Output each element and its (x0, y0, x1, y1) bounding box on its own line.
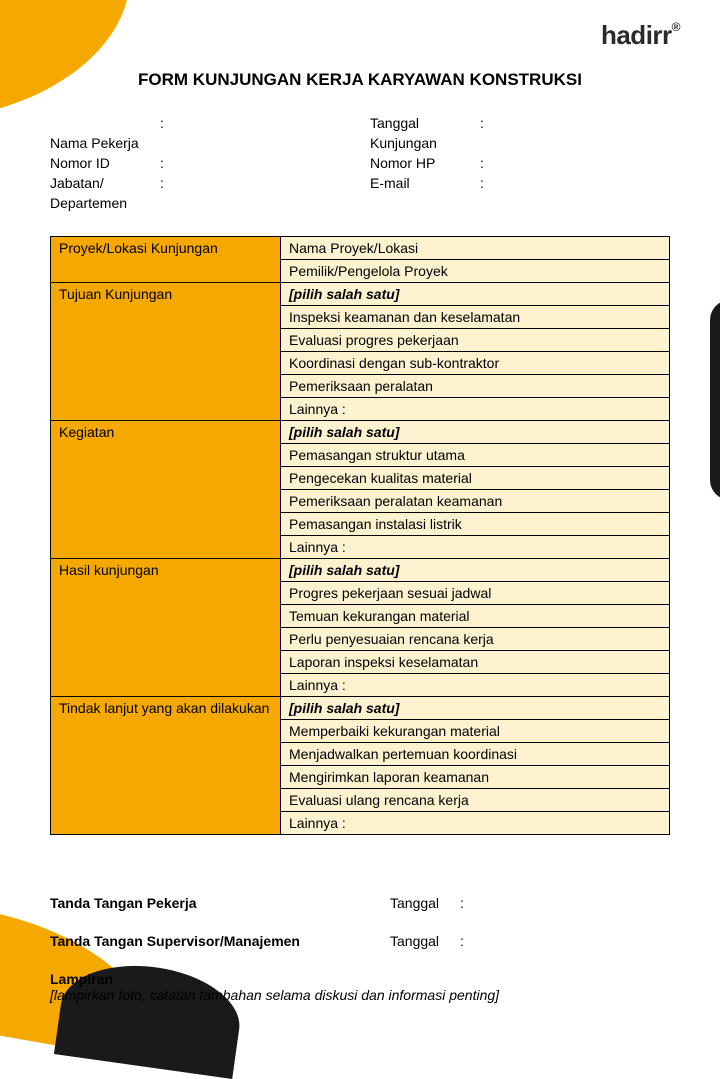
table-value-cell: Perlu penyesuaian rencana kerja (281, 628, 670, 651)
table-value-cell: Memperbaiki kekurangan material (281, 720, 670, 743)
table-row: Kegiatan[pilih salah satu] (51, 421, 670, 444)
field-value (490, 135, 670, 151)
table-value-cell: Laporan inspeksi keselamatan (281, 651, 670, 674)
field-value (490, 175, 670, 191)
table-category-cell: Tujuan Kunjungan (51, 283, 281, 421)
signature-supervisor-label: Tanda Tangan Supervisor/Manajemen (50, 933, 390, 949)
table-value-cell: Mengirimkan laporan keamanan (281, 766, 670, 789)
table-value-cell: Nama Proyek/Lokasi (281, 237, 670, 260)
table-value-cell: Evaluasi progres pekerjaan (281, 329, 670, 352)
colon: : (460, 933, 464, 949)
field-value (490, 115, 670, 131)
table-value-cell: Evaluasi ulang rencana kerja (281, 789, 670, 812)
colon: : (480, 115, 490, 131)
attachment-title: Lampiran (50, 971, 670, 987)
table-value-cell: [pilih salah satu] (281, 559, 670, 582)
table-value-cell: Menjadwalkan pertemuan koordinasi (281, 743, 670, 766)
signature-date-label: Tanggal (390, 933, 460, 949)
colon (160, 195, 170, 211)
table-value-cell: Inspeksi keamanan dan keselamatan (281, 306, 670, 329)
field-value (170, 115, 370, 131)
field-value (490, 155, 670, 171)
signature-date-label: Tanggal (390, 895, 460, 911)
colon (480, 135, 490, 151)
field-value (170, 155, 370, 171)
colon: : (480, 155, 490, 171)
field-label: Jabatan/ (50, 175, 160, 191)
field-label: Nama Pekerja (50, 135, 160, 151)
field-label: E-mail (370, 175, 480, 191)
field-value (170, 175, 370, 191)
table-category-cell: Hasil kunjungan (51, 559, 281, 697)
table-category-cell: Kegiatan (51, 421, 281, 559)
table-value-cell: Temuan kekurangan material (281, 605, 670, 628)
field-label: Nomor HP (370, 155, 480, 171)
table-row: Tindak lanjut yang akan dilakukan[pilih … (51, 697, 670, 720)
field-value (170, 135, 370, 151)
table-value-cell: Progres pekerjaan sesuai jadwal (281, 582, 670, 605)
colon: : (160, 175, 170, 191)
brand-logo: hadirr® (601, 20, 680, 51)
field-label: Kunjungan (370, 135, 480, 151)
table-value-cell: Pemasangan struktur utama (281, 444, 670, 467)
table-value-cell: [pilih salah satu] (281, 697, 670, 720)
colon: : (160, 115, 170, 131)
table-value-cell: Pengecekan kualitas material (281, 467, 670, 490)
table-value-cell: Lainnya : (281, 812, 670, 835)
field-label (50, 115, 160, 131)
field-label: Tanggal (370, 115, 480, 131)
table-row: Tujuan Kunjungan[pilih salah satu] (51, 283, 670, 306)
colon: : (460, 895, 464, 911)
table-value-cell: [pilih salah satu] (281, 421, 670, 444)
table-value-cell: [pilih salah satu] (281, 283, 670, 306)
table-value-cell: Koordinasi dengan sub-kontraktor (281, 352, 670, 375)
header-fields: : Tanggal : Nama Pekerja Kunjungan Nomor… (50, 115, 670, 211)
table-category-cell: Tindak lanjut yang akan dilakukan (51, 697, 281, 835)
field-value (170, 195, 370, 211)
table-value-cell: Lainnya : (281, 674, 670, 697)
signature-worker-label: Tanda Tangan Pekerja (50, 895, 390, 911)
table-value-cell: Pemeriksaan peralatan (281, 375, 670, 398)
table-category-cell: Proyek/Lokasi Kunjungan (51, 237, 281, 283)
table-value-cell: Lainnya : (281, 398, 670, 421)
colon: : (480, 175, 490, 191)
table-row: Hasil kunjungan[pilih salah satu] (51, 559, 670, 582)
table-value-cell: Lainnya : (281, 536, 670, 559)
form-title: FORM KUNJUNGAN KERJA KARYAWAN KONSTRUKSI (50, 70, 670, 90)
table-row: Proyek/Lokasi KunjunganNama Proyek/Lokas… (51, 237, 670, 260)
field-label: Nomor ID (50, 155, 160, 171)
field-label: Departemen (50, 195, 160, 211)
table-value-cell: Pemilik/Pengelola Proyek (281, 260, 670, 283)
signature-section: Tanda Tangan Pekerja Tanggal : Tanda Tan… (50, 895, 670, 1003)
table-value-cell: Pemeriksaan peralatan keamanan (281, 490, 670, 513)
visit-form-table: Proyek/Lokasi KunjunganNama Proyek/Lokas… (50, 236, 670, 835)
attachment-note: [lampirkan foto, catatan tambahan selama… (50, 987, 670, 1003)
colon: : (160, 155, 170, 171)
colon (160, 135, 170, 151)
table-value-cell: Pemasangan instalasi listrik (281, 513, 670, 536)
